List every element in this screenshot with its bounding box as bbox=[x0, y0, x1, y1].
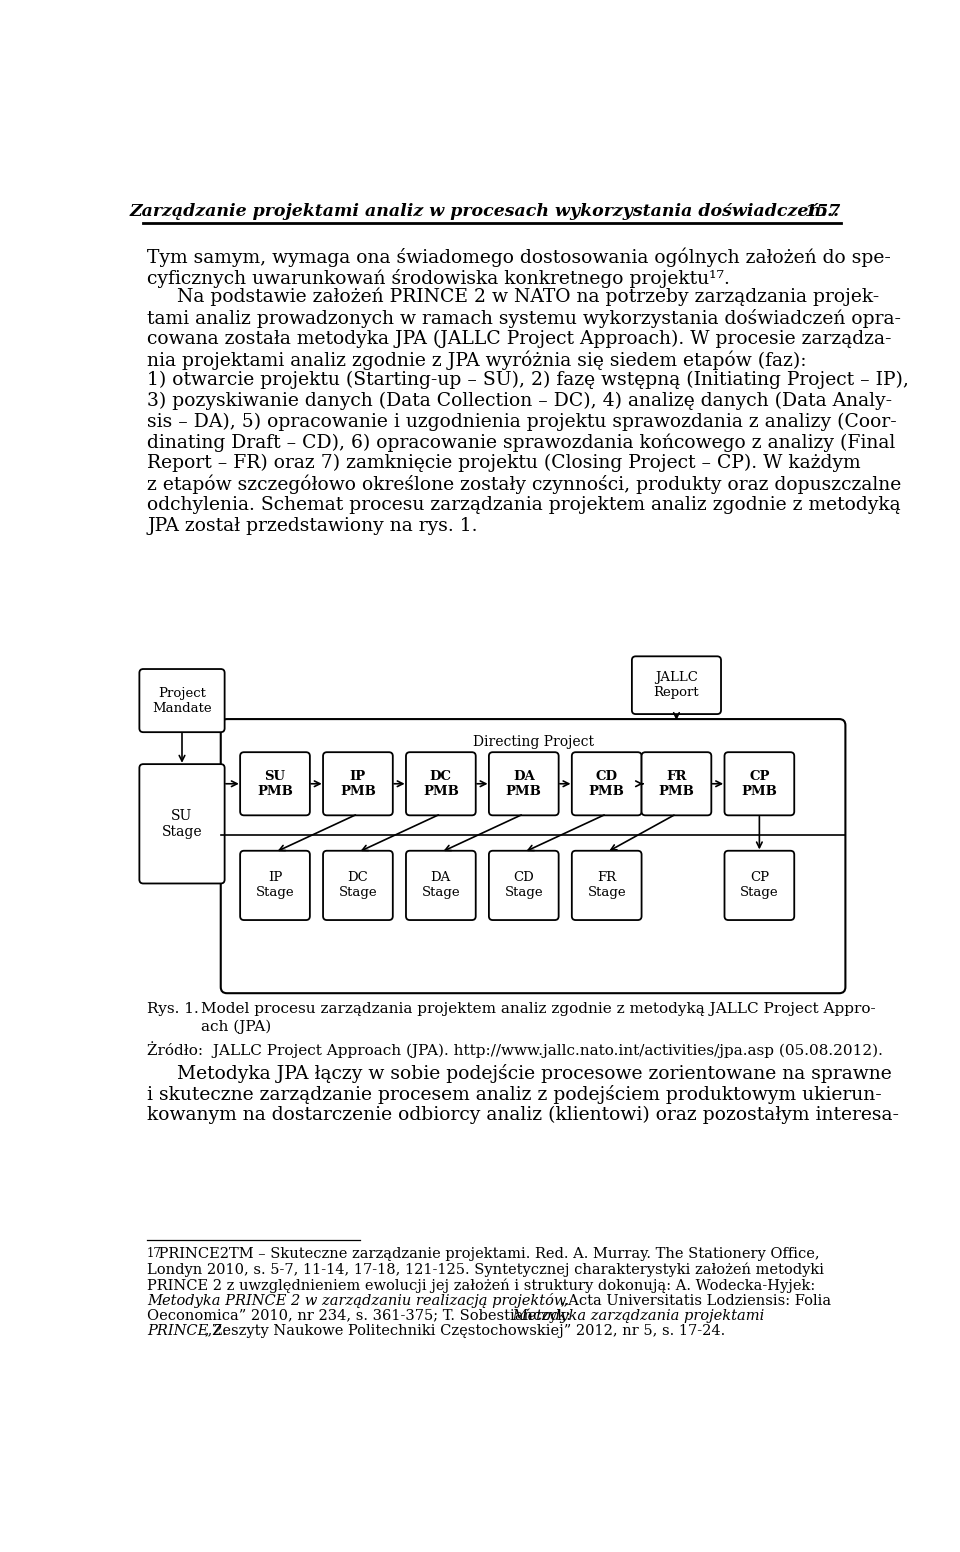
Text: Na podstawie założeń PRINCE 2 w NATO na potrzeby zarządzania projek-: Na podstawie założeń PRINCE 2 w NATO na … bbox=[147, 287, 879, 306]
FancyBboxPatch shape bbox=[489, 753, 559, 815]
Text: cowana została metodyka JPA (JALLC Project Approach). W procesie zarządza-: cowana została metodyka JPA (JALLC Proje… bbox=[147, 329, 892, 348]
Text: Rys. 1.: Rys. 1. bbox=[147, 1003, 199, 1017]
Text: FR
Stage: FR Stage bbox=[588, 871, 626, 900]
Text: 17: 17 bbox=[147, 1248, 162, 1260]
Text: JPA został przedstawiony na rys. 1.: JPA został przedstawiony na rys. 1. bbox=[147, 517, 478, 534]
Text: ach (JPA): ach (JPA) bbox=[202, 1020, 272, 1034]
Text: i skuteczne zarządzanie procesem analiz z podejściem produktowym ukierun-: i skuteczne zarządzanie procesem analiz … bbox=[147, 1085, 882, 1103]
Text: DA
Stage: DA Stage bbox=[421, 871, 460, 900]
FancyBboxPatch shape bbox=[641, 753, 711, 815]
Text: DA
PMB: DA PMB bbox=[506, 770, 541, 798]
FancyBboxPatch shape bbox=[139, 669, 225, 733]
Text: Metodyka JPA łączy w sobie podejście procesowe zorientowane na sprawne: Metodyka JPA łączy w sobie podejście pro… bbox=[147, 1065, 892, 1083]
Text: CD
PMB: CD PMB bbox=[588, 770, 625, 798]
Text: PRINCE 2.: PRINCE 2. bbox=[147, 1324, 227, 1338]
FancyBboxPatch shape bbox=[725, 753, 794, 815]
Text: 157: 157 bbox=[804, 203, 841, 220]
FancyBboxPatch shape bbox=[572, 850, 641, 920]
Text: PRINCE 2 z uwzględnieniem ewolucji jej założeń i struktury dokonują: A. Wodecka-: PRINCE 2 z uwzględnieniem ewolucji jej z… bbox=[147, 1279, 815, 1293]
FancyBboxPatch shape bbox=[632, 656, 721, 714]
Text: IP
PMB: IP PMB bbox=[340, 770, 376, 798]
FancyBboxPatch shape bbox=[489, 850, 559, 920]
Text: PRINCE2TM – Skuteczne zarządzanie projektami. Red. A. Murray. The Stationery Off: PRINCE2TM – Skuteczne zarządzanie projek… bbox=[155, 1248, 820, 1262]
FancyBboxPatch shape bbox=[139, 764, 225, 883]
Text: CD
Stage: CD Stage bbox=[504, 871, 543, 900]
Text: sis – DA), 5) opracowanie i uzgodnienia projektu sprawozdania z analizy (Coor-: sis – DA), 5) opracowanie i uzgodnienia … bbox=[147, 413, 897, 431]
FancyBboxPatch shape bbox=[406, 753, 476, 815]
Text: SU
Stage: SU Stage bbox=[161, 809, 203, 840]
Text: tami analiz prowadzonych w ramach systemu wykorzystania doświadczeń opra-: tami analiz prowadzonych w ramach system… bbox=[147, 309, 901, 327]
FancyBboxPatch shape bbox=[221, 719, 846, 993]
Text: Project
Mandate: Project Mandate bbox=[153, 686, 212, 714]
Text: 1) otwarcie projektu (Starting-up – SU), 2) fazę wstępną (Initiating Project – I: 1) otwarcie projektu (Starting-up – SU),… bbox=[147, 371, 909, 390]
Text: Metodyka PRINCE 2 w zarządzaniu realizacją projektów.: Metodyka PRINCE 2 w zarządzaniu realizac… bbox=[147, 1293, 569, 1308]
Text: „Zeszyty Naukowe Politechniki Częstochowskiej” 2012, nr 5, s. 17-24.: „Zeszyty Naukowe Politechniki Częstochow… bbox=[200, 1324, 725, 1338]
Text: Metodyka zarządzania projektami: Metodyka zarządzania projektami bbox=[508, 1308, 764, 1322]
Text: Model procesu zarządzania projektem analiz zgodnie z metodyką JALLC Project Appr: Model procesu zarządzania projektem anal… bbox=[202, 1003, 876, 1017]
Text: Directing Project: Directing Project bbox=[472, 736, 593, 750]
FancyBboxPatch shape bbox=[406, 850, 476, 920]
FancyBboxPatch shape bbox=[324, 850, 393, 920]
Text: DC
Stage: DC Stage bbox=[339, 871, 377, 900]
FancyBboxPatch shape bbox=[324, 753, 393, 815]
Text: 3) pozyskiwanie danych (Data Collection – DC), 4) analizę danych (Data Analy-: 3) pozyskiwanie danych (Data Collection … bbox=[147, 391, 892, 410]
Text: odchylenia. Schemat procesu zarządzania projektem analiz zgodnie z metodyką: odchylenia. Schemat procesu zarządzania … bbox=[147, 495, 900, 514]
Text: DC
PMB: DC PMB bbox=[423, 770, 459, 798]
Text: z etapów szczegółowo określone zostały czynności, produkty oraz dopuszczalne: z etapów szczegółowo określone zostały c… bbox=[147, 475, 901, 495]
Text: JALLC
Report: JALLC Report bbox=[654, 670, 699, 700]
Text: nia projektami analiz zgodnie z JPA wyróżnia się siedem etapów (faz):: nia projektami analiz zgodnie z JPA wyró… bbox=[147, 351, 806, 369]
Text: SU
PMB: SU PMB bbox=[257, 770, 293, 798]
FancyBboxPatch shape bbox=[725, 850, 794, 920]
Text: dinating Draft – CD), 6) opracowanie sprawozdania końcowego z analizy (Final: dinating Draft – CD), 6) opracowanie spr… bbox=[147, 433, 896, 452]
Text: FR
PMB: FR PMB bbox=[659, 770, 694, 798]
Text: Oeconomica” 2010, nr 234, s. 361-375; T. Sobestiańczyk:: Oeconomica” 2010, nr 234, s. 361-375; T.… bbox=[147, 1308, 571, 1324]
FancyBboxPatch shape bbox=[240, 850, 310, 920]
Text: „Acta Universitatis Lodziensis: Folia: „Acta Universitatis Lodziensis: Folia bbox=[556, 1293, 830, 1307]
Text: IP
Stage: IP Stage bbox=[255, 871, 295, 900]
Text: CP
Stage: CP Stage bbox=[740, 871, 779, 900]
FancyBboxPatch shape bbox=[240, 753, 310, 815]
Text: Zarządzanie projektami analiz w procesach wykorzystania doświadczeń...: Zarządzanie projektami analiz w procesac… bbox=[130, 203, 839, 220]
Text: Londyn 2010, s. 5-7, 11-14, 17-18, 121-125. Syntetycznej charakterystyki założeń: Londyn 2010, s. 5-7, 11-14, 17-18, 121-1… bbox=[147, 1263, 824, 1277]
Text: Report – FR) oraz 7) zamknięcie projektu (Closing Project – CP). W każdym: Report – FR) oraz 7) zamknięcie projektu… bbox=[147, 455, 861, 472]
Text: kowanym na dostarczenie odbiorcy analiz (klientowi) oraz pozostałym interesa-: kowanym na dostarczenie odbiorcy analiz … bbox=[147, 1105, 900, 1124]
Text: Żródło:  JALLC Project Approach (JPA). http://www.jallc.nato.int/activities/jpa.: Żródło: JALLC Project Approach (JPA). ht… bbox=[147, 1041, 883, 1058]
FancyBboxPatch shape bbox=[572, 753, 641, 815]
Text: Tym samym, wymaga ona świadomego dostosowania ogólnych założeń do spe-: Tym samym, wymaga ona świadomego dostoso… bbox=[147, 248, 891, 267]
Text: cyficznych uwarunkowań środowiska konkretnego projektu¹⁷.: cyficznych uwarunkowań środowiska konkre… bbox=[147, 268, 730, 287]
Text: CP
PMB: CP PMB bbox=[741, 770, 778, 798]
